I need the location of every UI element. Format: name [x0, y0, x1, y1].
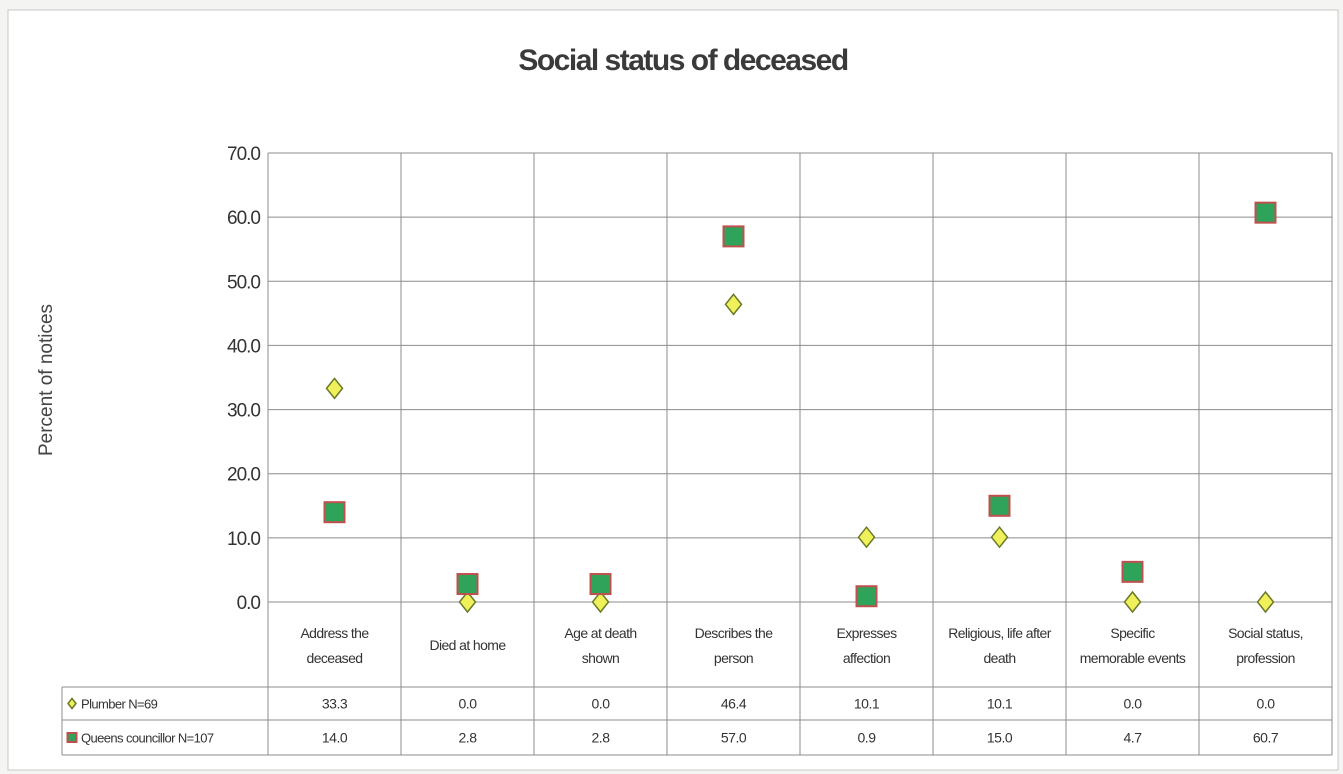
category-label: Address the [300, 625, 369, 641]
councillor-point [323, 501, 346, 524]
legend-label: Queens councillor N=107 [81, 731, 214, 746]
data-points [323, 201, 1277, 614]
y-tick-label: 20.0 [227, 465, 260, 486]
plumber-point [990, 526, 1009, 549]
category-label: shown [582, 650, 619, 666]
category-label: Describes the [695, 625, 774, 641]
category-label: death [983, 650, 1015, 666]
table-cell-value: 0.9 [858, 730, 877, 746]
table-cell-value: 33.3 [322, 696, 348, 712]
y-axis-label: Percent of notices [36, 304, 57, 456]
y-tick-label: 30.0 [227, 401, 260, 422]
y-tick-label: 70.0 [227, 144, 260, 165]
category-label: Expresses [837, 625, 898, 641]
councillor-point [589, 573, 612, 596]
category-label: Religious, life after [948, 625, 1052, 641]
legend-marker [66, 732, 78, 743]
table-cell-value: 60.7 [1253, 730, 1279, 746]
y-tick-label: 60.0 [227, 208, 260, 229]
plumber-point [325, 377, 344, 400]
plumber-point [591, 590, 610, 614]
legend-marker [67, 697, 77, 710]
table-cell-value: 0.0 [1124, 696, 1143, 712]
plumber-point [1123, 590, 1142, 614]
table-cell-value: 2.8 [459, 730, 478, 746]
category-label: memorable events [1080, 650, 1186, 666]
legend-label: Plumber N=69 [81, 697, 158, 712]
plumber-point [458, 590, 477, 614]
category-label: deceased [307, 650, 363, 666]
y-tick-label: 50.0 [227, 272, 260, 293]
councillor-point [988, 494, 1011, 517]
category-label: person [714, 650, 753, 666]
gridlines [267, 152, 1333, 755]
table-cell-value: 0.0 [1257, 696, 1276, 712]
chart-title: Social status of deceased [518, 44, 847, 77]
councillor-point [722, 225, 745, 248]
table-cell-value: 14.0 [322, 730, 348, 746]
category-label: Social status, [1228, 625, 1303, 641]
councillor-point [456, 573, 479, 596]
plumber-point [857, 526, 876, 549]
councillor-point [855, 585, 878, 608]
table-cell-value: 46.4 [721, 696, 747, 712]
plumber-point [724, 293, 743, 316]
category-label: affection [843, 650, 890, 666]
y-tick-labels: 0.0 10.0 20.0 30.0 40.0 50.0 60.0 70.0 [227, 144, 261, 614]
councillor-point [1254, 201, 1277, 224]
data-table: Plumber N=69 33.3 0.0 0.0 46.4 10.1 10.1 0.0 0.0… [61, 686, 1332, 756]
table-cell-value: 15.0 [987, 730, 1013, 746]
y-tick-label: 40.0 [227, 336, 260, 357]
plumber-point [1256, 590, 1275, 614]
chart-frame [7, 9, 1339, 771]
category-label: profession [1236, 650, 1295, 666]
category-label: Age at death [564, 625, 636, 641]
table-cell-value: 2.8 [592, 730, 611, 746]
category-labels: Address the deceased Died at home Age at de… [300, 625, 1303, 666]
y-tick-label: 0.0 [237, 593, 261, 614]
table-cell-value: 0.0 [459, 696, 478, 712]
councillor-point [1121, 560, 1144, 583]
y-tick-label: 10.0 [227, 529, 260, 550]
category-label: Specific [1110, 625, 1155, 641]
table-cell-value: 4.7 [1124, 730, 1143, 746]
table-cell-value: 10.1 [854, 696, 880, 712]
category-label: Died at home [429, 637, 506, 653]
table-cell-value: 57.0 [721, 730, 747, 746]
table-cell-value: 0.0 [592, 696, 611, 712]
table-cell-value: 10.1 [987, 696, 1013, 712]
